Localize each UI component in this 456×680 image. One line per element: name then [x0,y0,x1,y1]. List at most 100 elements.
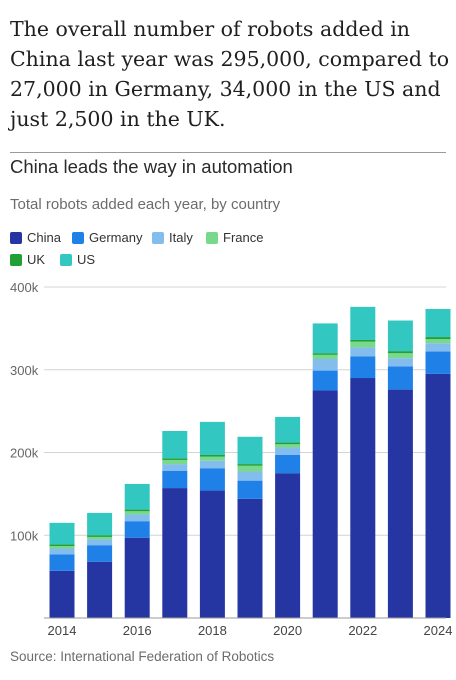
x-tick-label: 2016 [123,623,152,638]
bar-china-2020 [275,473,301,618]
bar-france-2022 [350,341,376,348]
bar-us-2024 [425,308,451,338]
bar-china-2022 [350,378,376,618]
bar-us-2020 [275,416,301,443]
legend-label: US [77,252,96,267]
bar-china-2023 [387,389,413,618]
y-tick-label: 300k [10,363,39,378]
bar-uk-2023 [387,351,413,354]
bar-china-2017 [162,488,188,618]
source-note: Source: International Federation of Robo… [10,649,275,664]
bar-italy-2023 [387,358,413,367]
legend-swatch [152,231,164,244]
chart-title: China leads the way in automation [10,156,293,177]
bar-us-2016 [124,483,150,510]
bar-us-2018 [199,421,225,455]
bar-france-2024 [425,339,451,344]
bar-germany-2024 [425,351,451,374]
legend-item-china: China [10,230,61,245]
bar-france-2015 [87,536,113,540]
x-tick-label: 2022 [348,623,377,638]
legend-item-france: France [206,230,263,245]
legend-item-uk: UK [10,252,45,267]
bar-uk-2014 [49,544,75,547]
bar-china-2016 [124,537,150,618]
legend-swatch [60,253,72,266]
y-tick-label: 200k [10,446,39,461]
bar-italy-2015 [87,539,113,546]
bar-germany-2014 [49,554,75,571]
x-tick-label: 2014 [48,623,77,638]
legend-item-germany: Germany [72,230,142,245]
chart-subtitle: Total robots added each year, by country [10,196,281,213]
x-tick-label: 2018 [198,623,227,638]
legend-swatch [206,231,218,244]
bar-germany-2018 [199,468,225,491]
bar-france-2023 [387,353,413,359]
bar-china-2014 [49,570,75,618]
bar-italy-2016 [124,514,150,522]
bar-germany-2022 [350,356,376,379]
bar-china-2024 [425,373,451,618]
bar-uk-2021 [312,353,338,355]
bar-france-2016 [124,511,150,515]
bar-france-2021 [312,354,338,359]
legend-swatch [10,253,22,266]
bar-us-2017 [162,430,188,459]
legend-label: UK [27,252,46,267]
bar-germany-2015 [87,545,113,562]
x-tick-label: 2020 [273,623,302,638]
bar-china-2018 [199,490,225,618]
bar-italy-2020 [275,447,301,455]
bar-germany-2020 [275,454,301,474]
bar-us-2019 [237,436,263,465]
y-tick-label: 100k [10,528,39,543]
bar-france-2020 [275,444,301,448]
legend-label: China [27,230,61,245]
bar-france-2019 [237,465,263,472]
bar-uk-2022 [350,339,376,342]
bar-china-2019 [237,498,263,618]
bar-france-2017 [162,459,188,465]
bar-uk-2020 [275,442,301,445]
legend-label: Germany [89,230,143,245]
bar-uk-2019 [237,464,263,466]
chart-plot: 100k 200k 300k 400k 2014 2016 2018 2020 2022 2024 [10,280,453,638]
bar-france-2014 [49,546,75,549]
bar-italy-2019 [237,471,263,481]
legend-swatch [10,231,22,244]
bar-germany-2019 [237,480,263,499]
bar-italy-2017 [162,464,188,471]
legend-label: Italy [169,230,193,245]
legend-swatch [72,231,84,244]
legend-label: France [223,230,264,245]
bar-italy-2024 [425,343,451,352]
bar-france-2018 [199,456,225,461]
bar-us-2014 [49,522,75,545]
y-tick-label: 400k [10,280,39,295]
bar-us-2015 [87,512,113,536]
bar-uk-2017 [162,458,188,460]
bar-uk-2018 [199,454,225,457]
x-tick-label: 2024 [424,623,453,638]
bar-china-2015 [87,561,113,618]
bar-italy-2014 [49,548,75,555]
divider [10,152,446,153]
bar-germany-2017 [162,470,188,489]
bar-us-2021 [312,323,338,354]
bar-us-2023 [387,320,413,352]
bar-italy-2021 [312,358,338,371]
bar-germany-2021 [312,370,338,391]
bar-china-2021 [312,390,338,618]
legend-item-us: US [60,252,95,267]
bar-italy-2022 [350,347,376,357]
bar-germany-2023 [387,366,413,390]
bar-germany-2016 [124,521,150,538]
legend-item-italy: Italy [152,230,193,245]
bar-uk-2024 [425,337,451,340]
bar-italy-2018 [199,460,225,469]
bar-us-2022 [350,306,376,340]
intro-paragraph: The overall number of robots added in Ch… [10,17,450,131]
bar-uk-2016 [124,509,150,512]
bar-uk-2015 [87,535,113,537]
